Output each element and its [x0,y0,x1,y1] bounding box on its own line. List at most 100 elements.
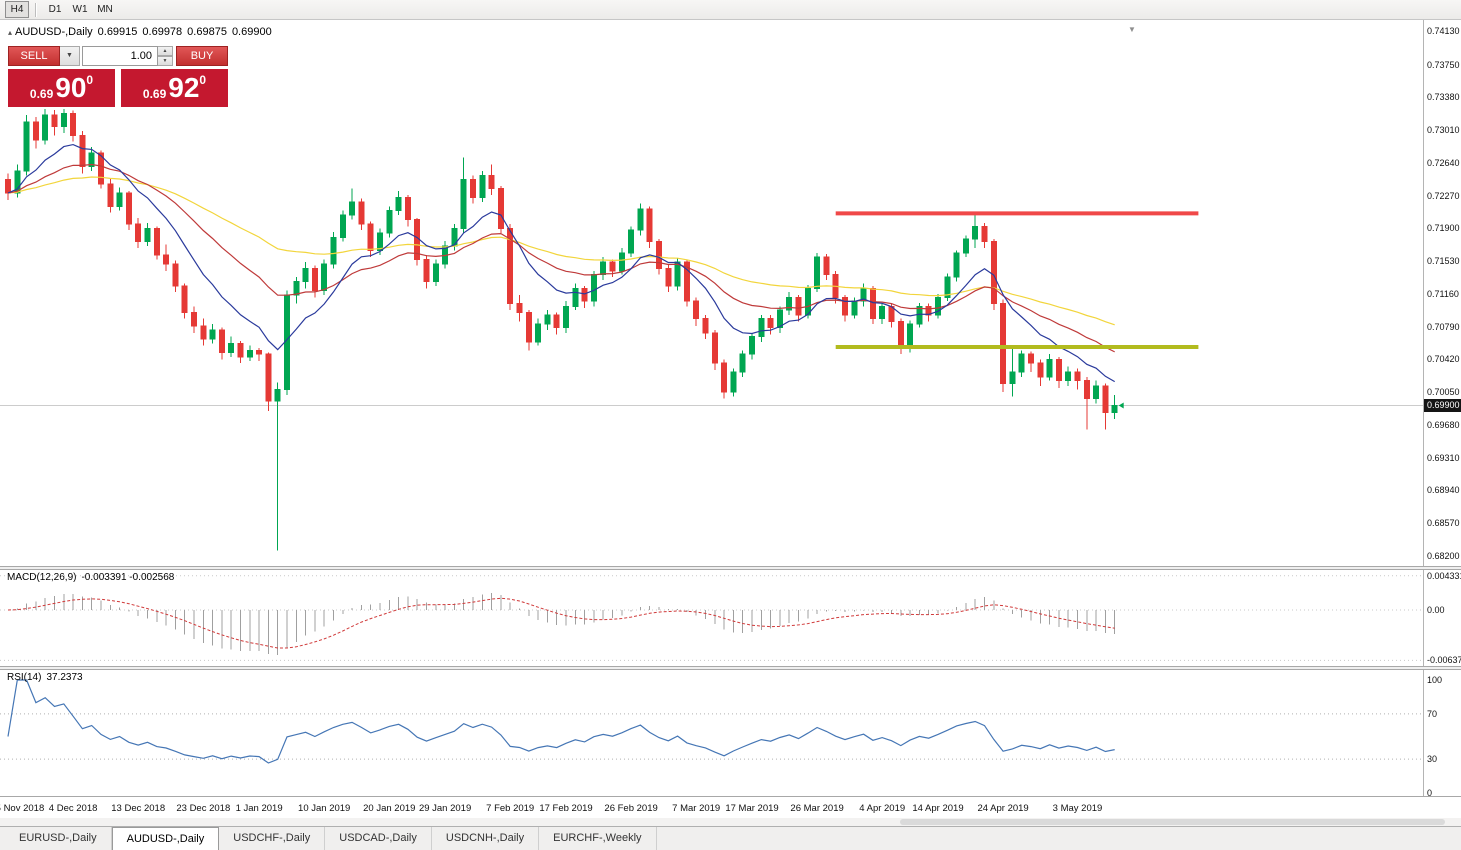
timeframe-toolbar-buttons: H4 D1 W1 MN [5,1,118,18]
time-axis-label: 20 Jan 2019 [363,803,416,814]
price-axis-label: 0.70790 [1427,321,1460,332]
rsi-value: 37.2373 [46,672,83,683]
volume-dropdown-button[interactable]: ▼ [60,46,80,66]
price-chart-canvas[interactable] [0,20,1423,566]
chart-symbol: AUDUSD-,Daily [15,26,93,38]
sell-price-sup: 0 [86,73,94,87]
time-axis-label: 24 Apr 2019 [977,803,1029,814]
price-axis-label: 0.73750 [1427,59,1460,70]
current-price-tag: 0.69900 [1424,398,1461,412]
price-axis-label: 0.72270 [1427,190,1460,201]
volume-input[interactable] [82,46,158,66]
timeframe-w1[interactable]: W1 [72,4,88,15]
time-axis-label: 3 May 2019 [1052,803,1103,814]
rsi-axis-label: 70 [1427,708,1438,719]
time-axis-label: 7 Feb 2019 [486,803,535,814]
price-axis-label: 0.72640 [1427,157,1460,168]
sell-price-prefix: 0.69 [29,87,54,101]
timeframe-mn[interactable]: MN [97,4,113,15]
rsi-name: RSI(14) [7,672,42,683]
macd-axis-label: -0.006372 [1427,655,1461,666]
scrollbar-thumb[interactable] [900,819,1445,825]
rsi-axis-label: 100 [1427,675,1443,685]
time-axis-label: 7 Mar 2019 [672,803,721,814]
spin-down-icon[interactable]: ▼ [158,56,173,66]
sell-button[interactable]: SELL [8,46,60,66]
time-axis-label: 25 Nov 2018 [0,803,45,814]
price-axis-label: 0.73010 [1427,125,1460,136]
price-axis-label: 0.68940 [1427,485,1460,496]
one-click-trading-panel: SELL ▼ ▲ ▼ BUY 0.69 90 0 0.69 92 [8,46,228,107]
price-axis-label: 0.73380 [1427,92,1460,103]
timeframe-d1[interactable]: D1 [48,4,62,15]
chevron-down-icon: ▼ [66,52,73,59]
time-axis-label: 29 Jan 2019 [418,803,472,814]
chart-tab-eurusd-daily[interactable]: EURUSD-,Daily [5,827,112,850]
buy-button[interactable]: BUY [176,46,228,66]
sell-price-big: 90 [55,72,87,103]
spin-up-icon[interactable]: ▲ [158,46,173,56]
chart-tab-eurchf-weekly[interactable]: EURCHF-,Weekly [539,827,657,850]
chart-tab-audusd-daily[interactable]: AUDUSD-,Daily [111,827,220,850]
timeframe-toolbar: H4 D1 W1 MN [0,0,1461,20]
price-axis-label: 0.69310 [1427,452,1460,463]
rsi-indicator-canvas[interactable] [0,670,1423,796]
chart-tab-usdcnh-daily[interactable]: USDCNH-,Daily [432,827,540,850]
chart-tab-usdchf-daily[interactable]: USDCHF-,Daily [219,827,326,850]
price-axis-label: 0.71530 [1427,256,1460,267]
ohlc-open: 0.69915 [97,26,138,38]
price-axis-label: 0.70420 [1427,354,1460,365]
buy-price-prefix: 0.69 [142,87,167,101]
time-axis-label: 4 Dec 2018 [48,803,98,814]
ohlc-close: 0.69900 [231,26,272,38]
macd-signal-line [7,597,1115,649]
ma-52-line [7,176,1115,326]
price-axis-label: 0.68200 [1427,551,1460,561]
panel-splitter-macd[interactable] [0,566,1461,570]
price-axis-label: 0.71900 [1427,223,1460,234]
macd-axis-label: 0.004331 [1427,570,1461,581]
macd-histogram [16,593,1116,655]
time-axis-label: 13 Dec 2018 [111,803,166,814]
price-axis-label: 0.74130 [1427,26,1460,36]
chart-shift-marker[interactable]: ▼ [1128,25,1136,34]
time-axis-label: 17 Mar 2019 [725,803,779,814]
rsi-axis[interactable]: 100 70 30 0 [1424,670,1461,798]
macd-indicator-canvas[interactable] [0,570,1423,666]
time-axis-label: 23 Dec 2018 [176,803,231,814]
volume-stepper: ▲ ▼ [158,46,173,66]
time-axis-label: 4 Apr 2019 [859,803,906,814]
rsi-header: RSI(14) 37.2373 [7,672,88,683]
buy-price-box[interactable]: 0.69 92 0 [121,69,228,107]
ohlc-high: 0.69978 [142,26,183,38]
price-axis-label: 0.71160 [1427,288,1459,299]
ma-24-line [7,163,1115,353]
price-axis[interactable]: 0.69900 0.74130 0.73750 0.73380 0.73010 0.72… [1424,20,1461,566]
macd-name: MACD(12,26,9) [7,572,77,583]
timeframe-h4[interactable]: H4 [5,1,29,18]
chart-tab-bar: EURUSD-,Daily AUDUSD-,Daily USDCHF-,Daily U… [0,826,1461,850]
buy-price-big: 92 [168,72,200,103]
buy-price-sup: 0 [199,73,207,87]
ohlc-low: 0.69875 [187,26,227,38]
toolbar-separator [35,2,36,17]
price-axis-label: 0.68570 [1427,518,1460,529]
horizontal-scrollbar[interactable] [0,818,1461,826]
panel-splitter-rsi[interactable] [0,666,1461,670]
macd-values: -0.003391 -0.002568 [81,572,175,583]
rsi-line [7,679,1115,764]
time-axis-label: 26 Mar 2019 [790,803,844,814]
chart-ohlc-header: ▴ AUDUSD-,Daily 0.69915 0.69978 0.69875 0.699… [8,26,277,38]
ma-10-line [7,143,1115,383]
chart-tab-usdcad-daily[interactable]: USDCAD-,Daily [325,827,432,850]
sell-price-box[interactable]: 0.69 90 0 [8,69,115,107]
axis-separator-line [1423,20,1424,796]
time-axis-label: 10 Jan 2019 [298,803,351,814]
candles-group [5,108,1118,551]
time-axis-label: 1 Jan 2019 [235,803,283,814]
price-axis-label: 0.70050 [1427,387,1460,398]
time-axis-label: 26 Feb 2019 [604,803,658,814]
macd-axis[interactable]: 0.004331 0.00 -0.006372 [1424,570,1461,666]
